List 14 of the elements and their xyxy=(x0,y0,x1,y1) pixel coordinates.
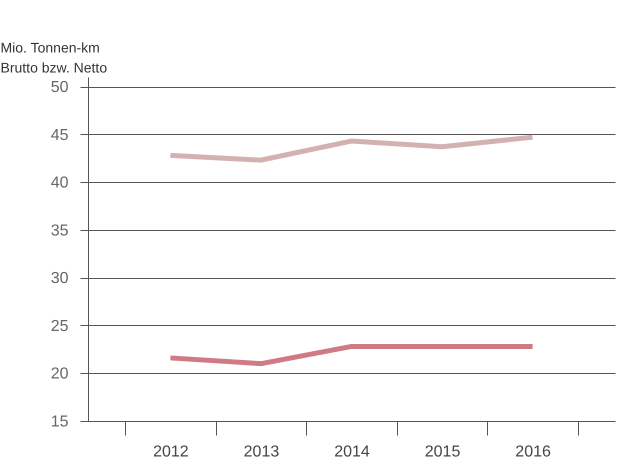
x-tick-label: 2014 xyxy=(334,444,370,460)
y-tick-label: 50 xyxy=(50,79,69,96)
x-tick-label: 2015 xyxy=(424,444,460,460)
y-tick-label: 45 xyxy=(50,126,69,144)
y-tick-label: 30 xyxy=(50,270,69,288)
y-tick-label: 15 xyxy=(50,414,69,430)
x-tick-label: 2016 xyxy=(515,444,551,460)
x-tick-label: 2012 xyxy=(153,444,189,460)
y-tick-label: 25 xyxy=(50,318,69,335)
y-axis-title: Mio. Tonnen-km Brutto bzw. Netto xyxy=(0,40,108,76)
x-tick-label: 2013 xyxy=(244,444,280,460)
y-tick-label: 20 xyxy=(50,366,69,383)
y-tick-label: 40 xyxy=(50,174,69,192)
y-tick-label: 35 xyxy=(50,222,69,240)
